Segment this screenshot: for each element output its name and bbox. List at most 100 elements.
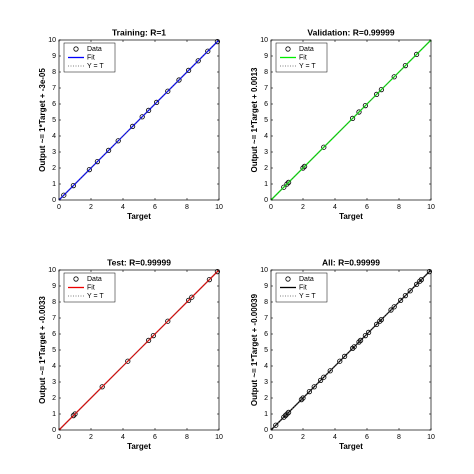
data-point — [362, 103, 368, 109]
y-tick-label: 9 — [52, 53, 56, 60]
data-point — [61, 192, 67, 198]
data-point — [327, 368, 333, 374]
legend-marker — [73, 46, 79, 52]
data-point — [284, 181, 290, 187]
data-point — [298, 396, 304, 403]
data-point — [106, 147, 112, 153]
x-tick-label: 8 — [185, 434, 189, 441]
legend-label: Fit — [87, 54, 95, 61]
x-tick-label: 4 — [333, 204, 337, 211]
data-point — [115, 138, 121, 144]
y-tick-label: 7 — [52, 315, 56, 322]
y-tick-label: 5 — [264, 117, 268, 124]
data-point — [356, 109, 362, 115]
legend-label: Fit — [299, 54, 307, 61]
x-tick-label: 4 — [121, 434, 125, 441]
x-tick-label: 8 — [397, 434, 401, 441]
data-point — [356, 339, 362, 345]
data-point — [214, 268, 220, 275]
y-tick-label: 2 — [264, 395, 268, 402]
y-tick-label: 1 — [264, 181, 268, 188]
data-point — [125, 358, 131, 364]
y-tick-label: 3 — [264, 379, 268, 386]
chart-title: Test: R=0.99999 — [107, 257, 171, 267]
axes-frame — [58, 269, 220, 431]
data-point — [205, 48, 211, 54]
chart-title: Training: R=1 — [112, 27, 166, 37]
x-tick-label: 2 — [301, 204, 305, 211]
data-point — [99, 384, 105, 390]
x-tick-label: 6 — [153, 204, 157, 211]
y-tick-label: 0 — [52, 427, 56, 434]
y-axis-label: Output ~= 1*Target + -0.0033 — [38, 296, 47, 404]
y-tick-label: 10 — [260, 267, 268, 274]
data-point — [300, 395, 306, 401]
data-point — [377, 318, 383, 324]
y-tick-label: 6 — [52, 101, 56, 108]
y-tick-label: 4 — [52, 363, 56, 370]
legend-marker — [285, 276, 291, 282]
y-tick-label: 1 — [264, 411, 268, 418]
y-axis-label: Output ~= 1*Target + -0.00039 — [250, 293, 259, 406]
data-point — [362, 332, 368, 339]
data-point — [373, 321, 380, 327]
y-tick-label: 7 — [264, 315, 268, 322]
fit-line — [58, 39, 220, 201]
x-tick-label: 0 — [269, 434, 273, 441]
data-point — [285, 179, 292, 185]
data-point — [139, 114, 145, 120]
data-point — [351, 344, 357, 350]
subplot: 0 2 4 6 8 10 0 1 2 3 4 5 6 7 8 9 10 All: R=0.99999 Target O… — [250, 257, 435, 451]
y-tick-label: 4 — [264, 363, 268, 370]
data-point — [281, 184, 287, 190]
data-point — [284, 411, 290, 417]
data-point — [397, 297, 404, 303]
axes-frame — [270, 269, 432, 431]
data-point — [146, 107, 152, 114]
legend-label: Data — [299, 46, 314, 53]
legend-marker — [73, 276, 79, 282]
data-point — [388, 307, 394, 313]
data-point — [349, 115, 356, 122]
x-tick-label: 10 — [215, 204, 223, 211]
x-tick-label: 2 — [89, 434, 93, 441]
y-tick-label: 7 — [52, 85, 56, 92]
data-point — [402, 62, 408, 69]
data-point — [301, 163, 308, 169]
axes-frame — [58, 39, 220, 201]
y-tick-label: 8 — [52, 299, 56, 306]
data-point — [165, 88, 171, 94]
data-point — [176, 77, 182, 83]
data-point — [306, 388, 312, 395]
data-point — [311, 384, 317, 390]
legend-label: Data — [299, 276, 314, 283]
x-tick-label: 0 — [57, 434, 61, 441]
legend-label: Y = T — [299, 293, 316, 300]
y-tick-label: 6 — [264, 331, 268, 338]
data-point — [378, 316, 384, 323]
data-point — [365, 329, 372, 335]
subplot: 0 2 4 6 8 10 0 1 2 3 4 5 6 7 8 9 10 Validation: R=0.99999… — [250, 27, 435, 221]
data-point — [407, 288, 413, 294]
data-point — [72, 411, 78, 417]
legend-label: Data — [87, 276, 102, 283]
y-tick-label: 9 — [52, 283, 56, 290]
data-point — [321, 144, 327, 150]
chart-title: All: R=0.99999 — [322, 257, 380, 267]
data-point — [402, 292, 408, 299]
data-point — [282, 412, 288, 419]
data-point — [195, 58, 201, 64]
axes-frame — [270, 39, 432, 201]
x-tick-label: 0 — [57, 204, 61, 211]
legend-label: Fit — [299, 284, 307, 291]
x-axis-label: Target — [339, 212, 363, 221]
data-point — [391, 304, 397, 310]
data-point — [378, 87, 384, 93]
y-tick-label: 5 — [264, 347, 268, 354]
y-tick-label: 3 — [52, 379, 56, 386]
data-point — [70, 183, 77, 189]
data-point — [214, 38, 220, 45]
y-tick-label: 2 — [264, 165, 268, 172]
data-point — [391, 74, 397, 80]
data-point — [86, 167, 93, 173]
